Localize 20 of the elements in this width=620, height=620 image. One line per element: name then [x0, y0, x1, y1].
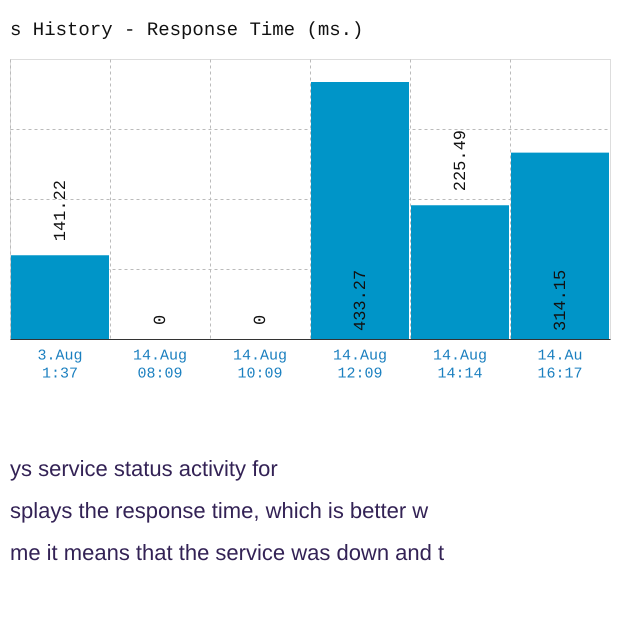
data-label: 433.27: [352, 270, 371, 331]
text: ys service status activity for: [10, 456, 278, 481]
bar: [411, 205, 509, 339]
chart-title: s History - Response Time (ms.): [10, 19, 364, 41]
x-tick-label: 3.Aug 1:37: [37, 348, 83, 382]
data-label: 314.15: [552, 270, 571, 331]
x-tick-label: 14.Au 16:17: [537, 348, 583, 382]
x-tick-label: 14.Aug 10:09: [232, 348, 288, 382]
bar: [11, 255, 109, 339]
x-tick-label: 14.Aug 14:14: [432, 348, 488, 382]
data-label: 0: [152, 314, 171, 325]
data-label: 0: [252, 314, 271, 325]
data-label: 141.22: [52, 180, 71, 242]
data-label: 225.49: [452, 130, 471, 192]
text: splays the response time, which is better w: [10, 498, 428, 523]
x-tick-label: 14.Aug 12:09: [332, 348, 388, 382]
bar: [311, 82, 409, 339]
x-tick-label: 14.Aug 08:09: [132, 348, 188, 382]
text: me it means that the service was down and t: [10, 540, 444, 565]
bar: [511, 152, 609, 339]
